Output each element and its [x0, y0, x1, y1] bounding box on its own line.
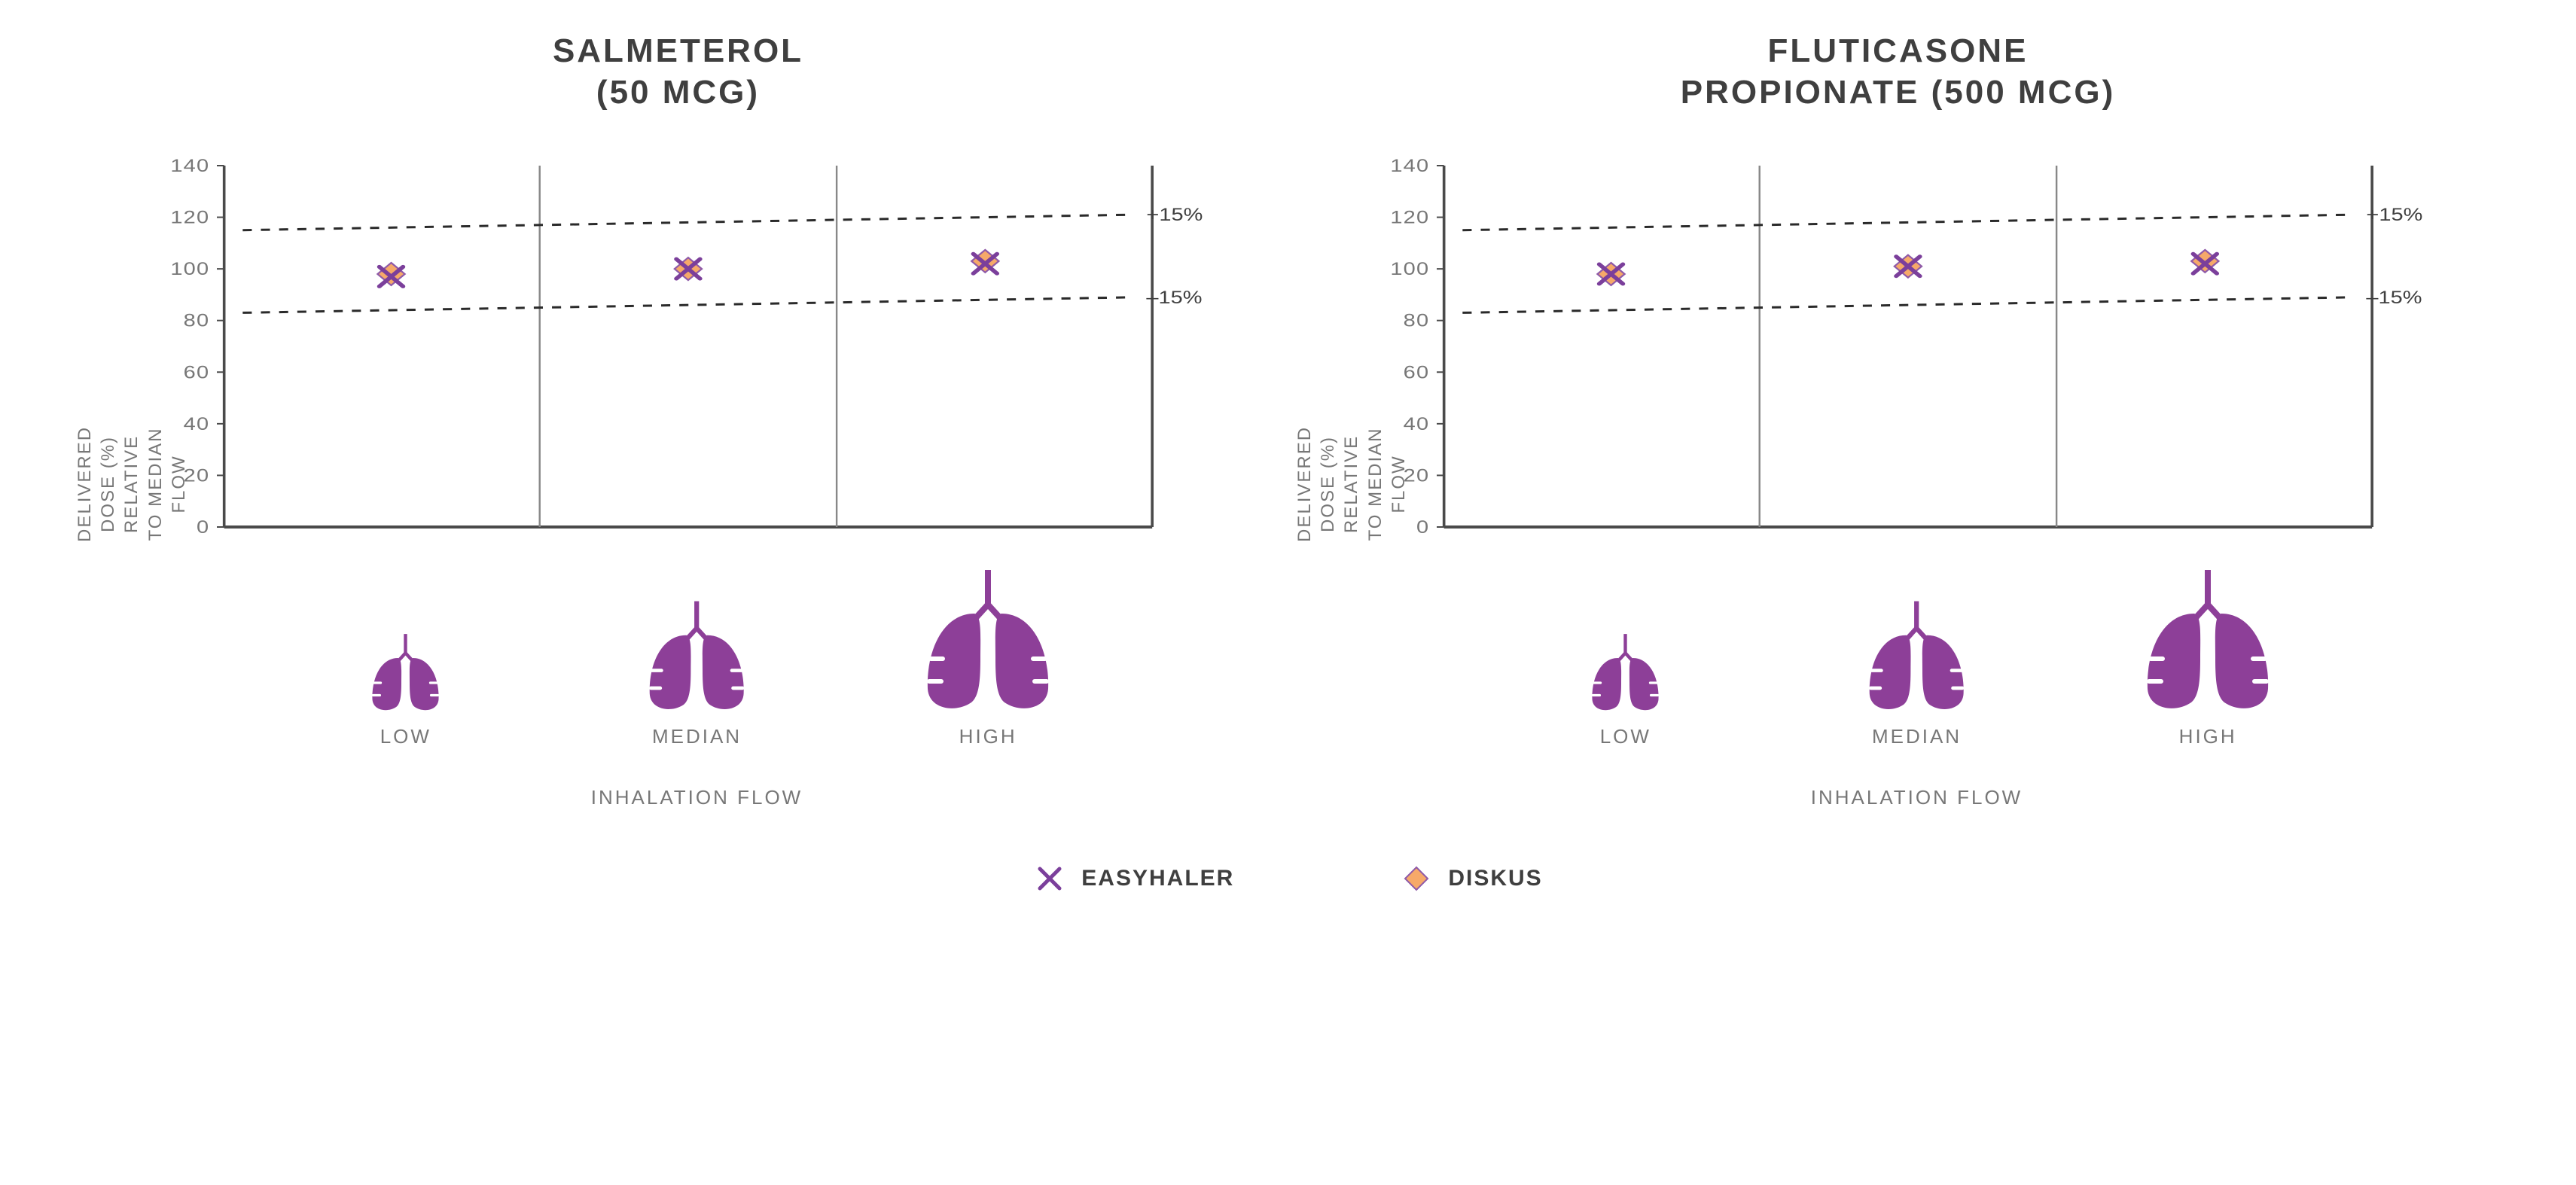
svg-text:–15%: –15% [2366, 287, 2422, 307]
lungs-icon [920, 568, 1056, 711]
x-category-label: HIGH [959, 725, 1017, 748]
chart-plot: 020406080100120140+15%–15% [151, 158, 1243, 550]
x-category: HIGH [843, 568, 1134, 748]
x-category: MEDIAN [551, 600, 843, 748]
svg-text:140: 140 [170, 158, 209, 175]
svg-text:+15%: +15% [1146, 205, 1203, 225]
x-category: MEDIAN [1771, 600, 2062, 748]
x-category-icons: LOW MEDIAN HIGH [151, 568, 1243, 748]
svg-text:80: 80 [183, 310, 209, 331]
lungs-icon [644, 600, 749, 711]
svg-text:140: 140 [1390, 158, 1429, 175]
legend-label-easyhaler: EASYHALER [1081, 866, 1234, 891]
svg-text:120: 120 [1390, 207, 1429, 227]
svg-text:100: 100 [1390, 259, 1429, 279]
svg-text:0: 0 [1416, 516, 1428, 537]
x-axis-label: INHALATION FLOW [151, 786, 1243, 809]
x-category-label: LOW [1600, 725, 1651, 748]
svg-text:80: 80 [1403, 310, 1429, 331]
panel-title: FLUTICASONE PROPIONATE (500 MCG) [1681, 30, 2115, 113]
y-axis-label: DELIVERED DOSE (%) RELATIVE TO MEDIAN FL… [1294, 425, 1411, 541]
chart-row: DELIVERED DOSE (%) RELATIVE TO MEDIAN FL… [114, 158, 1243, 809]
chart-row: DELIVERED DOSE (%) RELATIVE TO MEDIAN FL… [1334, 158, 2463, 809]
svg-text:–15%: –15% [1146, 287, 1202, 307]
legend-item-diskus: DISKUS [1400, 862, 1542, 895]
lungs-icon [1588, 633, 1663, 712]
panel-title: SALMETEROL (50 MCG) [553, 30, 803, 113]
chart-plot: 020406080100120140+15%–15% [1371, 158, 2463, 550]
svg-text:60: 60 [1403, 362, 1429, 382]
svg-text:100: 100 [170, 259, 209, 279]
x-category-label: LOW [380, 725, 431, 748]
lungs-icon [1864, 600, 1969, 711]
panels-row: SALMETEROL (50 MCG) DELIVERED DOSE (%) RE… [45, 30, 2531, 809]
chart-panel: FLUTICASONE PROPIONATE (500 MCG) DELIVERE… [1334, 30, 2463, 809]
svg-text:120: 120 [170, 207, 209, 227]
x-category: LOW [1480, 633, 1772, 749]
x-category: LOW [261, 633, 552, 749]
x-category-label: MEDIAN [1872, 725, 1962, 748]
x-axis-label: INHALATION FLOW [1371, 786, 2463, 809]
diamond-icon [1400, 862, 1433, 895]
lungs-icon [368, 633, 443, 712]
x-category: HIGH [2062, 568, 2354, 748]
svg-text:+15%: +15% [2366, 205, 2422, 225]
legend: EASYHALER DISKUS [1033, 862, 1542, 895]
lungs-icon [2140, 568, 2276, 711]
x-category-icons: LOW MEDIAN HIGH [1371, 568, 2463, 748]
y-axis-label: DELIVERED DOSE (%) RELATIVE TO MEDIAN FL… [74, 425, 191, 541]
legend-label-diskus: DISKUS [1448, 866, 1542, 891]
svg-text:60: 60 [183, 362, 209, 382]
cross-icon [1033, 862, 1066, 895]
svg-text:0: 0 [196, 516, 209, 537]
figure-container: SALMETEROL (50 MCG) DELIVERED DOSE (%) RE… [45, 30, 2531, 895]
x-category-label: MEDIAN [652, 725, 742, 748]
chart-panel: SALMETEROL (50 MCG) DELIVERED DOSE (%) RE… [114, 30, 1243, 809]
x-category-label: HIGH [2179, 725, 2237, 748]
legend-item-easyhaler: EASYHALER [1033, 862, 1234, 895]
